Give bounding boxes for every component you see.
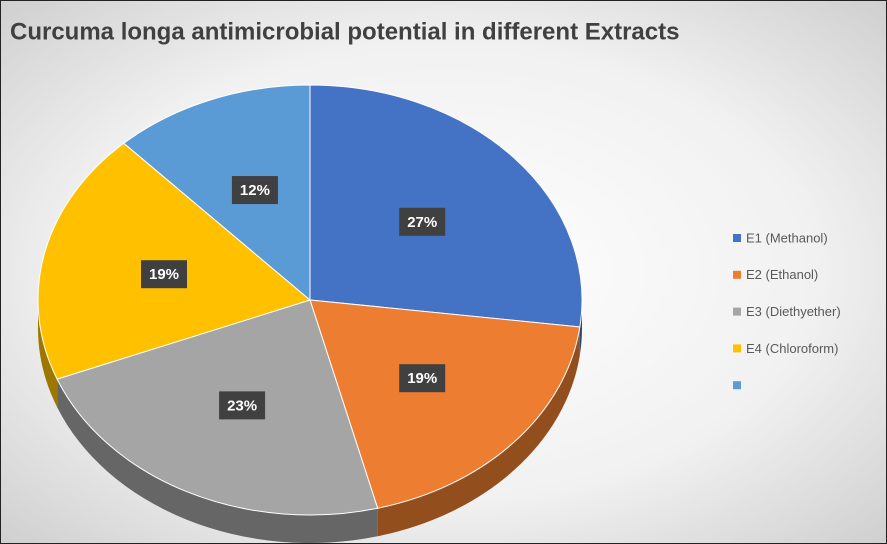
data-label-box xyxy=(219,391,266,420)
data-label-box xyxy=(399,364,446,393)
legend: E1 (Methanol) E2 (Ethanol) E3 (Diethyether… xyxy=(733,230,841,390)
legend-marker xyxy=(733,381,741,390)
legend-marker xyxy=(733,307,741,316)
data-label: 27% xyxy=(407,214,437,231)
data-label-box xyxy=(231,176,278,205)
pie-slice xyxy=(309,299,581,509)
legend-marker xyxy=(733,234,741,242)
data-labels: 27% 19% 23% 19% 12% xyxy=(141,176,446,420)
legend-marker xyxy=(733,344,741,353)
legend-label: E3 (Diethyether) xyxy=(746,304,841,319)
data-label-box xyxy=(399,207,446,236)
data-label-box xyxy=(141,260,188,289)
pie-sides xyxy=(38,300,582,543)
slice-side xyxy=(38,300,58,408)
slice-side xyxy=(377,326,580,537)
pie-slice xyxy=(122,84,311,302)
data-label: 23% xyxy=(227,397,257,414)
legend-label: E4 (Chloroform) xyxy=(746,341,838,356)
pie-slice xyxy=(56,299,379,516)
chart-title: Curcuma longa antimicrobial potential in… xyxy=(10,18,679,45)
data-label: 19% xyxy=(407,370,437,387)
pie xyxy=(37,84,583,516)
pie-slice xyxy=(309,84,583,328)
legend-label: E2 (Ethanol) xyxy=(746,267,818,282)
legend-label: E1 (Methanol) xyxy=(746,230,828,245)
slice-side xyxy=(57,379,378,543)
legend-marker xyxy=(733,270,741,279)
data-label: 19% xyxy=(149,266,179,283)
data-label: 12% xyxy=(240,182,270,199)
